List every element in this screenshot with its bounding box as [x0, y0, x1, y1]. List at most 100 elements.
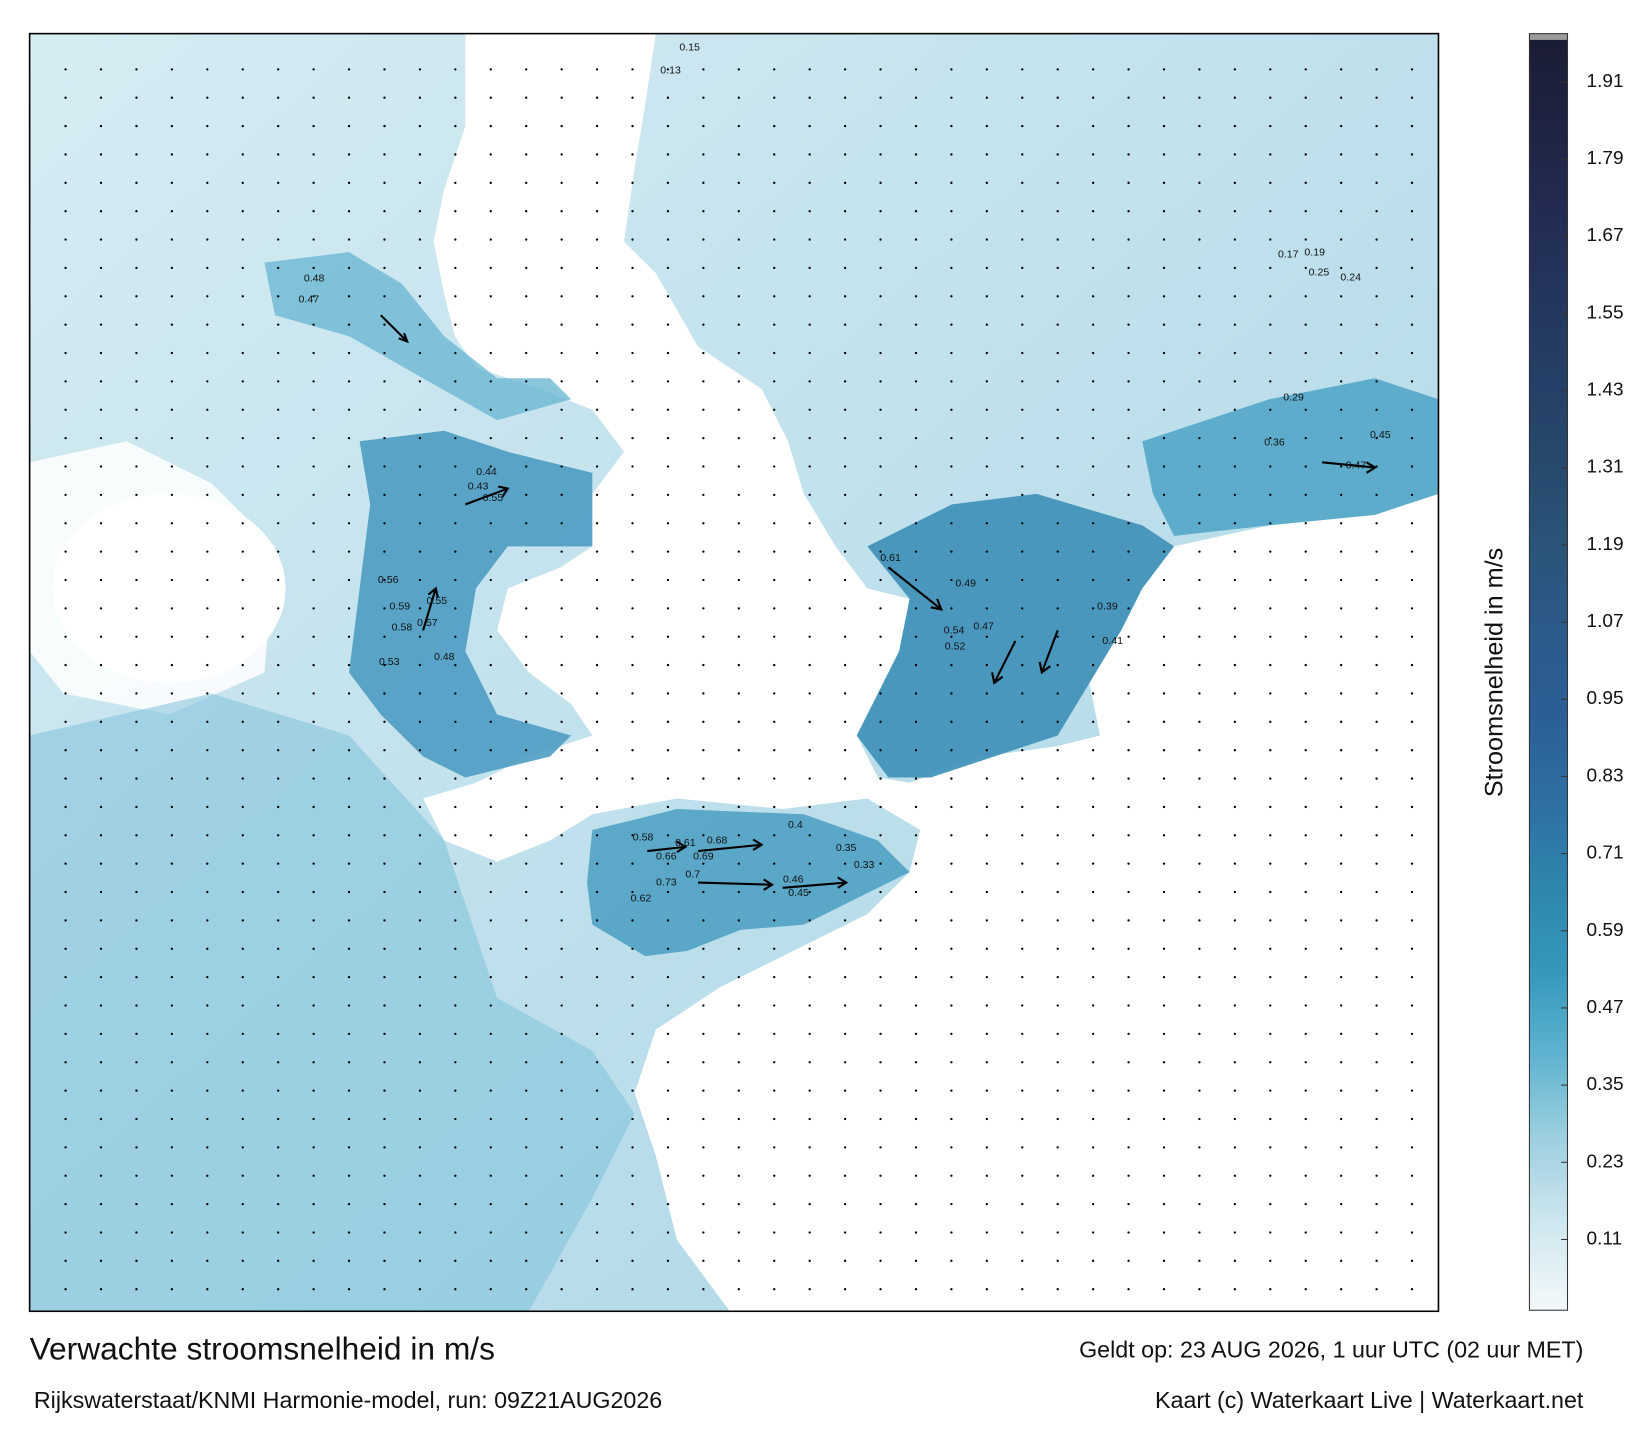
grid-dot	[1304, 890, 1307, 894]
grid-dot	[1091, 153, 1095, 156]
value-label: 0.48	[304, 273, 325, 285]
grid-dot	[1375, 550, 1378, 553]
grid-dot	[1304, 238, 1307, 241]
grid-dot	[560, 1146, 563, 1149]
grid-dot	[525, 862, 528, 865]
value-label: 0.17	[1278, 248, 1299, 260]
grid-dot	[418, 1259, 422, 1262]
grid-dot	[170, 465, 174, 468]
grid-dot	[1198, 720, 1201, 723]
grid-dot	[595, 436, 599, 440]
grid-dot	[950, 1004, 953, 1007]
grid-dot	[843, 805, 847, 809]
grid-dot	[383, 295, 386, 298]
grid-dot	[1021, 1231, 1024, 1234]
grid-dot	[950, 465, 953, 468]
grid-dot	[702, 68, 705, 71]
grid-dot	[206, 266, 209, 270]
grid-dot	[1021, 351, 1024, 355]
grid-dot	[985, 436, 988, 440]
grid-dot	[312, 919, 315, 922]
grid-dot	[1198, 1032, 1201, 1036]
value-label: 0.25	[1309, 266, 1330, 278]
value-label: 0.33	[854, 859, 875, 871]
grid-dot	[99, 124, 103, 128]
grid-dot	[1198, 68, 1201, 71]
grid-dot	[879, 720, 882, 723]
grid-dot	[666, 68, 670, 71]
grid-dot	[1127, 919, 1130, 922]
grid-dot	[808, 465, 811, 468]
grid-dot	[383, 692, 386, 695]
grid-dot	[1340, 68, 1343, 71]
grid-dot	[666, 890, 670, 894]
grid-dot	[1021, 550, 1024, 553]
grid-dot	[1269, 550, 1272, 553]
grid-dot	[454, 834, 457, 837]
grid-dot	[347, 862, 351, 865]
grid-dot	[454, 96, 457, 99]
grid-dot	[312, 1117, 315, 1121]
grid-dot	[808, 238, 811, 241]
grid-dot	[985, 1089, 988, 1092]
grid-dot	[241, 1117, 244, 1121]
grid-dot	[843, 834, 847, 837]
value-label: 0.47	[1346, 460, 1367, 472]
grid-dot	[666, 862, 670, 865]
grid-dot	[737, 890, 740, 894]
grid-dot	[1410, 777, 1414, 780]
grid-dot	[808, 295, 811, 298]
grid-dot	[1091, 238, 1095, 241]
grid-dot	[560, 805, 563, 809]
grid-dot	[525, 210, 528, 213]
colorbar-tick-label: 0.23	[1587, 1151, 1624, 1172]
grid-dot	[418, 1288, 422, 1291]
colorbar-tick-label: 1.31	[1587, 457, 1624, 478]
grid-dot	[170, 351, 174, 355]
grid-dot	[914, 153, 918, 156]
grid-dot	[525, 1202, 528, 1206]
grid-dot	[347, 266, 351, 270]
grid-dot	[99, 351, 103, 355]
grid-dot	[879, 834, 882, 837]
grid-dot	[347, 834, 351, 837]
grid-dot	[1233, 210, 1237, 213]
grid-dot	[1056, 720, 1059, 723]
grid-dot	[277, 635, 280, 638]
grid-dot	[206, 1117, 209, 1121]
grid-dot	[1162, 181, 1166, 184]
grid-dot	[666, 919, 670, 922]
grid-dot	[737, 947, 740, 950]
grid-dot	[525, 1259, 528, 1262]
grid-dot	[950, 1146, 953, 1149]
grid-dot	[560, 96, 563, 99]
grid-dot	[1375, 1259, 1378, 1262]
grid-dot	[737, 380, 740, 383]
grid-dot	[560, 124, 563, 128]
colorbar-tick-label: 0.71	[1587, 843, 1624, 864]
colorbar: Stroomsnelheid in m/s 0.110.230.350.470.…	[1480, 33, 1624, 1311]
grid-dot	[595, 890, 599, 894]
grid-dot	[1127, 1174, 1130, 1177]
grid-dot	[418, 777, 422, 780]
grid-dot	[383, 408, 386, 411]
grid-dot	[1410, 635, 1414, 638]
grid-dot	[347, 493, 351, 497]
grid-dot	[773, 238, 776, 241]
grid-dot	[808, 1032, 811, 1036]
grid-dot	[879, 493, 882, 497]
grid-dot	[737, 465, 740, 468]
grid-dot	[879, 777, 882, 780]
grid-dot	[525, 1288, 528, 1291]
grid-dot	[808, 408, 811, 411]
grid-dot	[1410, 493, 1414, 497]
grid-dot	[702, 663, 705, 667]
grid-dot	[1233, 1288, 1237, 1291]
grid-dot	[1304, 295, 1307, 298]
grid-dot	[773, 1231, 776, 1234]
grid-dot	[666, 1231, 670, 1234]
grid-dot	[241, 522, 244, 525]
grid-dot	[702, 635, 705, 638]
grid-dot	[277, 153, 280, 156]
grid-dot	[489, 408, 492, 411]
